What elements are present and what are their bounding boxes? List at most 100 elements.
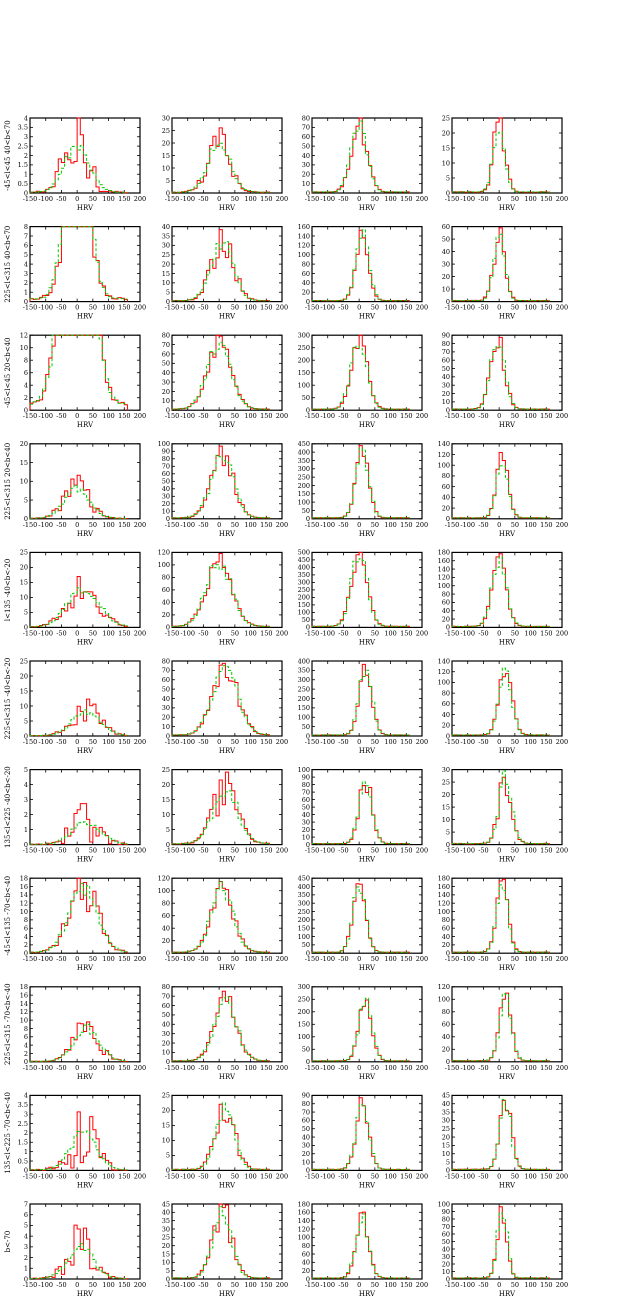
y-tick-label: 20 xyxy=(442,941,450,949)
y-tick-label: 140 xyxy=(298,232,310,240)
y-tick-label: 10 xyxy=(20,908,28,916)
model-histogram xyxy=(172,341,270,410)
observed-histogram xyxy=(29,698,128,737)
y-tick-label: 100 xyxy=(438,582,450,590)
y-tick-label: 350 xyxy=(298,667,310,675)
y-tick-label: 160 xyxy=(438,883,450,891)
x-tick-label: 100 xyxy=(244,195,256,203)
y-tick-label: 40 xyxy=(442,248,450,256)
x-tick-label: 50 xyxy=(89,304,97,312)
y-tick-label: 0 xyxy=(166,1058,170,1066)
y-tick-label: 10 xyxy=(302,180,310,188)
y-tick-label: 50 xyxy=(442,1238,450,1246)
x-tick-label: 0 xyxy=(217,1172,221,1180)
x-tick-label: 150 xyxy=(400,955,412,963)
x-tick-label: -50 xyxy=(56,412,66,420)
y-tick-label: 300 xyxy=(298,465,310,473)
model-histogram xyxy=(312,669,410,736)
model-histogram xyxy=(312,229,410,302)
y-tick-label: 200 xyxy=(298,357,310,365)
x-tick-label: 150 xyxy=(118,955,130,963)
y-tick-label: 3.5 xyxy=(18,124,28,132)
y-tick-label: 150 xyxy=(298,925,310,933)
x-tick-label: 0 xyxy=(497,1172,501,1180)
x-tick-label: 200 xyxy=(134,629,146,637)
y-tick-label: 500 xyxy=(298,549,310,557)
y-tick-label: 50 xyxy=(302,394,310,402)
y-tick-label: 80 xyxy=(302,1100,310,1108)
y-tick-label: 25 xyxy=(442,1125,450,1133)
x-tick-label: 50 xyxy=(511,521,519,529)
x-tick-label: 100 xyxy=(384,847,396,855)
x-tick-label: 200 xyxy=(134,1064,146,1072)
x-tick-label: -100 xyxy=(320,304,335,312)
x-axis-label: HRV xyxy=(77,530,94,538)
y-tick-label: 40 xyxy=(302,1133,310,1141)
x-tick-label: -150 xyxy=(305,1172,320,1180)
y-tick-label: 250 xyxy=(298,344,310,352)
observed-histogram xyxy=(451,336,550,411)
model-histogram xyxy=(452,770,550,845)
x-tick-label: 150 xyxy=(260,1064,272,1072)
model-histogram xyxy=(452,465,550,519)
plot-frame xyxy=(29,226,141,303)
x-tick-label: 0 xyxy=(497,955,501,963)
y-tick-label: 1 xyxy=(24,826,28,834)
y-tick-label: 160 xyxy=(438,557,450,565)
observed-histogram xyxy=(29,803,128,845)
x-axis-label: HRV xyxy=(359,1073,376,1081)
x-tick-label: 0 xyxy=(217,738,221,746)
y-tick-label: 10 xyxy=(162,811,170,819)
x-axis-label: HRV xyxy=(499,747,516,755)
x-tick-label: -100 xyxy=(180,738,195,746)
x-axis-label: HRV xyxy=(359,421,376,429)
observed-histogram xyxy=(29,877,128,954)
x-tick-label: 50 xyxy=(89,195,97,203)
plot-frame xyxy=(29,768,141,846)
plot-frame xyxy=(29,1203,141,1280)
x-tick-label: -100 xyxy=(460,847,475,855)
x-tick-label: 100 xyxy=(524,629,536,637)
x-tick-label: 200 xyxy=(556,304,568,312)
x-tick-label: -50 xyxy=(338,955,348,963)
y-tick-label: 60 xyxy=(442,1021,450,1029)
y-tick-label: 20 xyxy=(442,129,450,137)
x-tick-label: -150 xyxy=(165,738,180,746)
x-tick-label: -150 xyxy=(165,1172,180,1180)
y-tick-label: 10 xyxy=(162,723,170,731)
row-label: 225<l<315 20<b<40 xyxy=(4,443,12,520)
x-tick-label: 50 xyxy=(371,738,379,746)
y-tick-label: 1.5 xyxy=(18,161,28,169)
x-tick-label: 100 xyxy=(102,629,114,637)
x-axis-label: HRV xyxy=(77,1073,94,1081)
y-tick-label: 2.5 xyxy=(18,142,28,150)
y-tick-label: 450 xyxy=(298,440,310,448)
observed-histogram xyxy=(171,990,270,1062)
x-tick-label: 200 xyxy=(134,412,146,420)
y-tick-label: 25 xyxy=(442,778,450,786)
x-tick-label: -100 xyxy=(180,304,195,312)
x-axis-label: HRV xyxy=(219,638,236,646)
x-tick-label: -50 xyxy=(56,629,66,637)
y-tick-label: 40 xyxy=(442,373,450,381)
observed-histogram xyxy=(29,334,128,411)
y-tick-label: 0 xyxy=(24,1058,28,1066)
x-tick-label: -100 xyxy=(180,1281,195,1289)
y-tick-label: 0 xyxy=(306,950,310,958)
x-tick-label: 0 xyxy=(75,1281,79,1289)
y-tick-label: 60 xyxy=(442,925,450,933)
y-tick-label: 0 xyxy=(446,732,450,740)
y-tick-label: 60 xyxy=(442,357,450,365)
y-tick-label: 7 xyxy=(24,232,28,240)
x-tick-label: 0 xyxy=(75,195,79,203)
observed-histogram xyxy=(171,334,270,411)
x-axis-label: HRV xyxy=(499,313,516,321)
x-tick-label: 50 xyxy=(231,1064,239,1072)
model-histogram xyxy=(452,1212,550,1279)
observed-histogram xyxy=(171,1203,270,1279)
x-tick-label: 50 xyxy=(511,847,519,855)
x-axis-label: HRV xyxy=(219,1290,236,1298)
x-tick-label: -50 xyxy=(478,1064,488,1072)
y-tick-label: 15 xyxy=(162,1250,170,1258)
y-tick-label: 100 xyxy=(298,1033,310,1041)
